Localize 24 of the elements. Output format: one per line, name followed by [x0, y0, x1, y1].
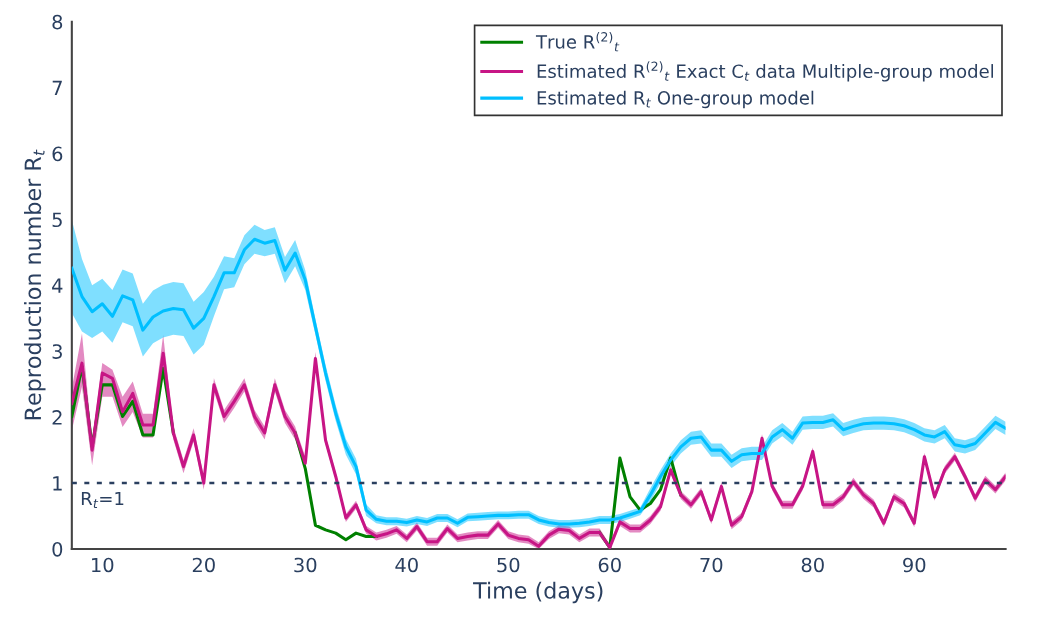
x-tick-label: 40: [395, 557, 418, 573]
y-tick-label: 2: [52, 410, 62, 425]
y-tick-label: 0: [52, 541, 63, 557]
x-tick-label: 70: [700, 557, 723, 573]
x-tick-label: 10: [92, 557, 114, 573]
legend-label: Estimated R$^{(2)}$$_{t}$ Exact C$_{t}$ data Multiple-group model: [537, 61, 994, 82]
x-tick-label: 20: [192, 557, 215, 573]
x-tick-label: 30: [294, 557, 317, 573]
x-tick-label: 90: [903, 557, 926, 573]
y-tick-label: 3: [52, 344, 62, 359]
y-tick-label: 7: [52, 80, 62, 96]
legend-label: Estimated R$_{t}$ One-group model: [537, 90, 814, 109]
legend-label: True R$^{(2)}$$_{t}$: [535, 31, 620, 52]
x-tick-label: 60: [598, 557, 621, 573]
x-tick-label: 50: [497, 557, 520, 573]
y-axis-title: Reproduction number R$_{t}$: [24, 149, 46, 420]
x-axis-title: Time (days): [473, 581, 603, 604]
y-tick-label: 6: [52, 146, 63, 162]
y-tick-label: 4: [52, 278, 63, 293]
ref-line-label: R$_{t}$=1: [81, 491, 124, 509]
x-tick-label: 80: [801, 557, 824, 573]
y-tick-label: 1: [53, 476, 62, 491]
y-tick-label: 8: [52, 14, 63, 30]
y-tick-label: 5: [52, 212, 62, 228]
